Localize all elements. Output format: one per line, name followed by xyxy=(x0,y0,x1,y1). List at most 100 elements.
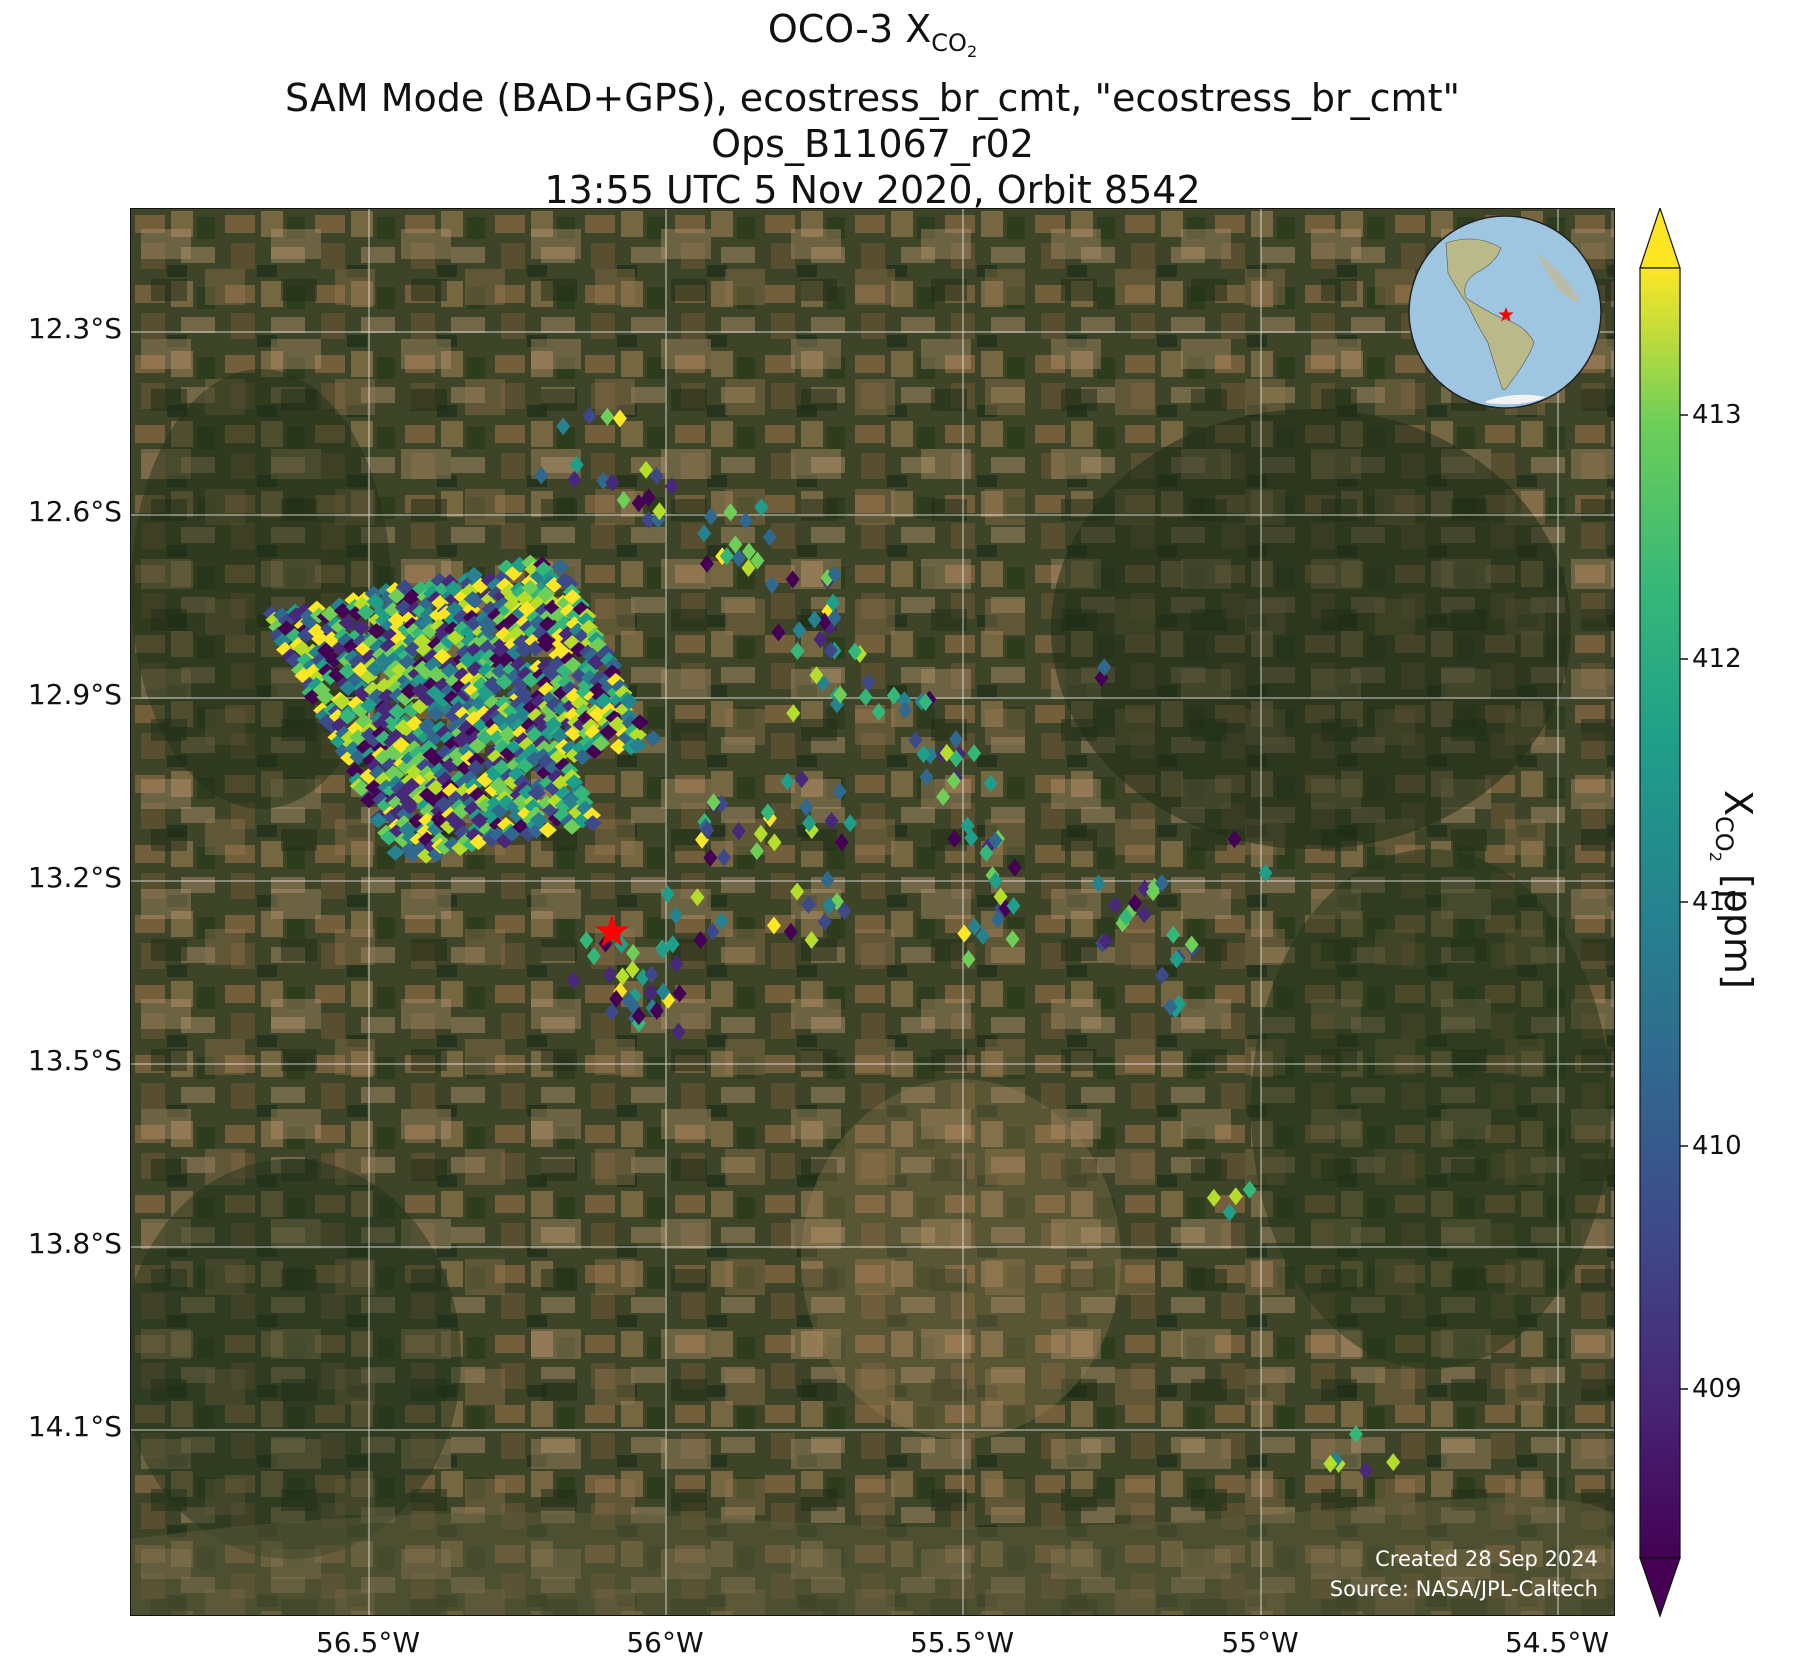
xco2-sounding xyxy=(631,1007,646,1026)
credit-created: Created 28 Sep 2024 xyxy=(1375,1547,1598,1571)
xco2-sounding xyxy=(643,983,658,1002)
title-line-2: SAM Mode (BAD+GPS), ecostress_br_cmt, "e… xyxy=(285,76,1460,120)
xco2-sounding xyxy=(609,989,624,1008)
xco2-sounding xyxy=(498,726,517,743)
xco2-sounding xyxy=(834,833,849,852)
xco2-sounding xyxy=(619,693,638,710)
xco2-sounding xyxy=(510,717,529,734)
xco2-sounding xyxy=(804,930,819,949)
xco2-sounding xyxy=(827,608,842,627)
xco2-sounding xyxy=(639,460,654,479)
xco2-sounding xyxy=(1358,1461,1373,1480)
xco2-sounding xyxy=(809,666,824,685)
xco2-sounding xyxy=(386,766,405,783)
xco2-sounding xyxy=(324,652,343,669)
lon-label-56-5: 56.5°W xyxy=(315,1626,421,1659)
xco2-sounding xyxy=(919,768,934,787)
xco2-sounding xyxy=(515,642,534,659)
xco2-sounding xyxy=(328,666,347,683)
xco2-sounding xyxy=(262,605,281,622)
xco2-sounding xyxy=(470,812,489,829)
xco2-sounding xyxy=(799,798,814,817)
xco2-sounding xyxy=(312,682,331,699)
xco2-sounding xyxy=(320,605,339,622)
xco2-sounding xyxy=(656,982,671,1001)
xco2-sounding xyxy=(421,622,440,639)
xco2-sounding xyxy=(960,816,975,835)
inset-globe xyxy=(1408,215,1602,409)
xco2-sounding xyxy=(644,730,663,747)
xco2-sounding xyxy=(579,931,594,950)
xco2-sounding xyxy=(625,960,640,979)
xco2-sounding xyxy=(631,494,646,513)
xco2-sounding xyxy=(316,642,335,659)
xco2-sounding xyxy=(547,769,566,786)
xco2-sounding xyxy=(560,603,579,620)
satellite-basemap xyxy=(131,209,1614,1615)
xco2-sounding xyxy=(1258,863,1273,882)
xco2-sounding xyxy=(1323,1454,1338,1473)
xco2-sounding xyxy=(871,702,886,721)
xco2-sounding xyxy=(946,771,961,790)
xco2-sounding xyxy=(780,772,795,791)
xco2-sounding xyxy=(599,724,618,741)
xco2-sounding xyxy=(1098,932,1113,951)
xco2-sounding xyxy=(616,491,631,510)
xco2-sounding xyxy=(604,657,623,674)
xco2-sounding xyxy=(359,668,378,685)
xco2-sounding xyxy=(582,406,597,425)
xco2-sounding xyxy=(466,759,485,776)
xco2-sounding xyxy=(507,766,526,783)
xco2-sounding xyxy=(1006,896,1021,915)
xco2-sounding xyxy=(500,768,519,785)
lon-label-55: 55°W xyxy=(1221,1626,1299,1659)
xco2-sounding xyxy=(444,580,463,597)
xco2-sounding xyxy=(586,947,601,966)
xco2-sounding xyxy=(794,770,809,789)
xco2-sounding xyxy=(790,641,805,660)
xco2-sounding xyxy=(916,745,931,764)
lon-label-54-5: 54.5°W xyxy=(1504,1626,1610,1659)
xco2-sounding xyxy=(527,822,546,839)
xco2-sounding xyxy=(352,619,371,636)
xco2-sounding xyxy=(703,848,718,867)
xco2-sounding xyxy=(575,684,594,701)
xco2-sounding xyxy=(605,473,620,492)
xco2-sounding xyxy=(1242,1180,1257,1199)
xco2-sounding xyxy=(534,466,549,485)
colorbar-extend-max xyxy=(1639,208,1681,269)
xco2-sounding xyxy=(1222,1203,1237,1222)
xco2-sounding xyxy=(345,763,364,780)
map-panel[interactable]: Created 28 Sep 2024 Source: NASA/JPL-Cal… xyxy=(130,208,1615,1616)
xco2-sounding xyxy=(833,685,848,704)
xco2-sounding xyxy=(529,615,548,632)
lon-label-56: 56°W xyxy=(626,1626,704,1659)
xco2-sounding xyxy=(400,798,419,815)
xco2-sounding xyxy=(579,619,598,636)
xco2-sounding xyxy=(1118,907,1133,926)
xco2-sounding xyxy=(1169,950,1184,969)
colorbar-tick-412: 412 xyxy=(1692,644,1742,674)
colorbar xyxy=(1639,208,1688,1618)
xco2-sounding xyxy=(858,688,873,707)
xco2-sounding xyxy=(641,511,656,530)
xco2-sounding xyxy=(792,621,807,640)
xco2-sounding xyxy=(939,743,954,762)
xco2-sounding xyxy=(495,577,514,594)
xco2-sounding xyxy=(1155,966,1170,985)
xco2-sounding xyxy=(433,648,452,665)
xco2-sounding xyxy=(861,673,876,692)
xco2-sounding xyxy=(706,793,721,812)
xco2-sounding xyxy=(367,622,386,639)
xco2-sounding xyxy=(947,829,962,848)
xco2-sounding xyxy=(630,714,649,731)
xco2-sounding xyxy=(529,811,548,828)
xco2-sounding xyxy=(430,572,449,589)
xco2-sounding xyxy=(330,619,349,636)
xco2-sounding xyxy=(537,636,556,653)
xco2-sounding xyxy=(918,693,933,712)
xco2-sounding xyxy=(573,749,592,766)
lat-label-13-2: 13.2°S xyxy=(27,861,122,894)
xco2-sounding xyxy=(936,787,951,806)
xco2-sounding xyxy=(961,950,976,969)
